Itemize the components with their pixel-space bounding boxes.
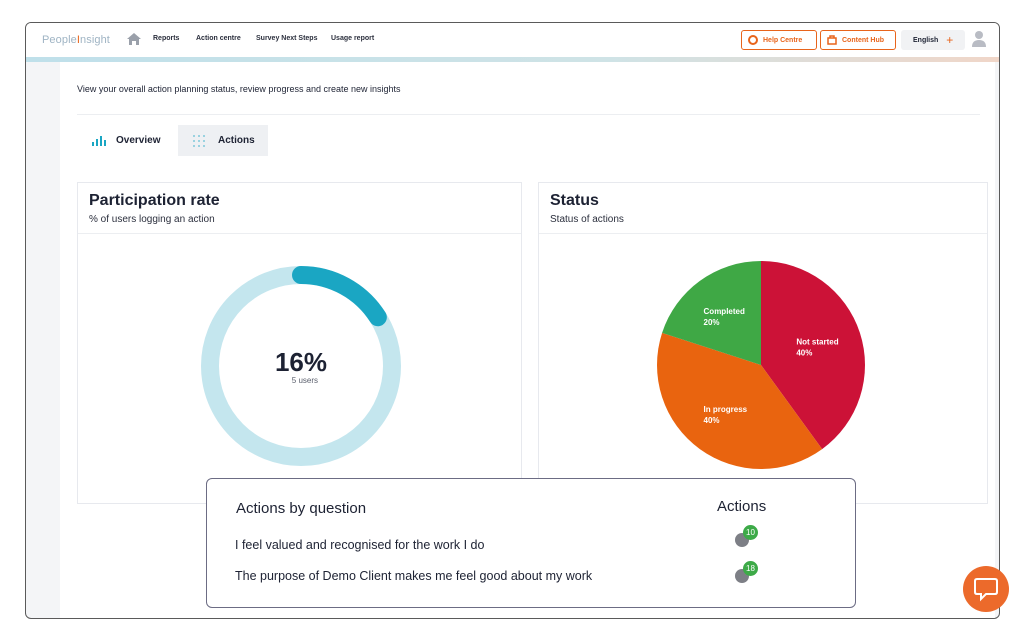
actions-by-question-panel: Actions by question Actions I feel value… bbox=[206, 478, 856, 608]
logo[interactable]: PeopleInsight bbox=[42, 34, 110, 46]
participation-donut: 16% 5 users bbox=[201, 266, 401, 466]
donut-fill bbox=[292, 266, 387, 327]
intro-text: View your overall action planning status… bbox=[77, 84, 401, 94]
user-avatar-icon[interactable] bbox=[972, 30, 986, 48]
pie-label: In progress bbox=[704, 405, 748, 414]
tab-actions-label: Actions bbox=[218, 135, 255, 146]
divider bbox=[78, 233, 521, 234]
nav-link-action-centre[interactable]: Action centre bbox=[196, 35, 241, 42]
lifebuoy-icon bbox=[748, 35, 758, 45]
nav-link-usage-report[interactable]: Usage report bbox=[331, 35, 375, 42]
content-hub-label: Content Hub bbox=[842, 36, 884, 44]
help-centre-button[interactable]: Help Centre bbox=[741, 30, 817, 50]
plus-icon: + bbox=[946, 33, 954, 47]
participation-panel: Participation rate % of users logging an… bbox=[77, 182, 522, 504]
chat-bubble-icon bbox=[974, 578, 998, 602]
chat-button[interactable] bbox=[963, 566, 1009, 612]
actions-by-question-title: Actions by question bbox=[236, 500, 367, 517]
participation-title: Participation rate bbox=[89, 192, 220, 209]
pie-value-label: 40% bbox=[704, 416, 720, 425]
question-row[interactable]: I feel valued and recognised for the wor… bbox=[235, 538, 485, 552]
participation-subtitle: % of users logging an action bbox=[89, 214, 215, 225]
status-title: Status bbox=[550, 192, 599, 209]
action-count-badge: 10 bbox=[743, 525, 758, 540]
divider bbox=[539, 233, 987, 234]
pie-label: Not started bbox=[796, 337, 838, 346]
status-panel: Status Status of actions Not started 40% I… bbox=[538, 182, 988, 504]
pie-slice-completed[interactable] bbox=[662, 261, 761, 365]
status-pie-chart: Not started 40% In progress 40% Completed 20% bbox=[657, 261, 865, 470]
participation-value: 16% bbox=[275, 347, 327, 377]
logo-part2: nsight bbox=[80, 34, 110, 46]
hub-icon bbox=[827, 35, 837, 45]
top-navigation: PeopleInsight Reports Action centre Surv… bbox=[26, 23, 999, 57]
status-subtitle: Status of actions bbox=[550, 214, 624, 225]
home-icon[interactable] bbox=[126, 32, 142, 46]
action-count-indicator[interactable]: 10 bbox=[735, 525, 758, 547]
help-centre-label: Help Centre bbox=[763, 36, 803, 44]
nav-link-survey-next-steps[interactable]: Survey Next Steps bbox=[256, 35, 318, 42]
content-hub-button[interactable]: Content Hub bbox=[820, 30, 896, 50]
actions-column-header: Actions bbox=[717, 498, 767, 515]
pie-slice-not-started[interactable] bbox=[761, 261, 865, 450]
language-label: English bbox=[913, 36, 939, 44]
tab-overview[interactable]: Overview bbox=[82, 125, 174, 156]
header-accent-bar bbox=[26, 57, 999, 62]
pie-value-label: 20% bbox=[704, 318, 720, 327]
action-count-indicator[interactable]: 18 bbox=[735, 561, 758, 583]
question-row[interactable]: The purpose of Demo Client makes me feel… bbox=[235, 569, 593, 583]
logo-part1: People bbox=[42, 34, 77, 46]
divider bbox=[77, 114, 980, 115]
bar-chart-icon bbox=[92, 135, 106, 146]
pie-value-label: 40% bbox=[796, 348, 812, 357]
participation-users: 5 users bbox=[292, 376, 318, 385]
tab-overview-label: Overview bbox=[116, 135, 161, 146]
nav-link-reports[interactable]: Reports bbox=[153, 35, 180, 42]
tab-actions[interactable]: Actions bbox=[178, 125, 268, 156]
grid-dots-icon bbox=[193, 134, 205, 147]
language-selector[interactable]: English + bbox=[901, 30, 965, 50]
pie-slice-in-progress[interactable] bbox=[657, 332, 823, 470]
pie-label: Completed bbox=[704, 307, 745, 316]
action-count-badge: 18 bbox=[743, 561, 758, 576]
